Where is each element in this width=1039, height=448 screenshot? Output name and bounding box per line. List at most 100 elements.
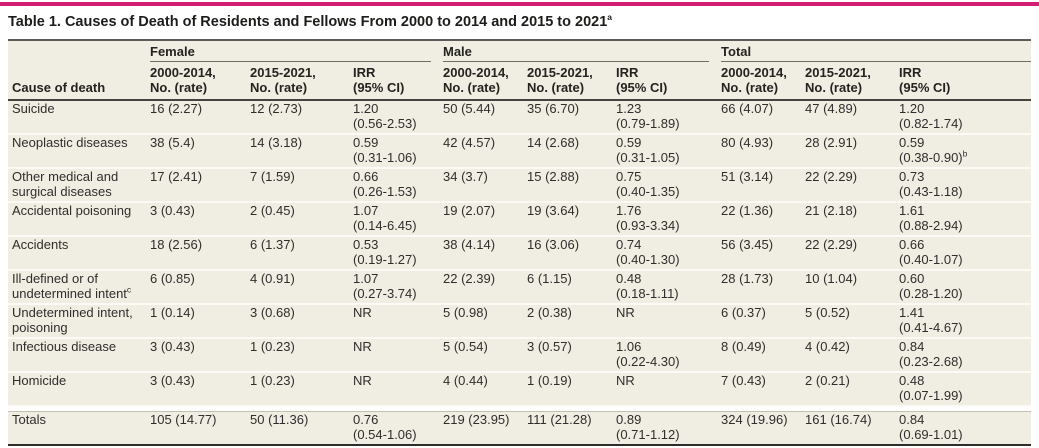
table-header: Female Male Total Cause of death 2000-20… — [8, 39, 1032, 101]
group-label-male: Male — [443, 44, 710, 62]
data-cell: 3 (0.57) — [527, 338, 616, 373]
data-cell: 22 (1.36) — [721, 202, 806, 237]
table-header-columns: Cause of death 2000-2014, No. (rate) 201… — [8, 62, 1032, 101]
data-cell: 42 (4.57) — [443, 134, 527, 169]
group-label-female: Female — [150, 44, 431, 62]
col-header-cause: Cause of death — [8, 62, 150, 101]
data-cell: 1.20 (0.56-2.53) — [353, 100, 443, 135]
data-cell: 0.60 (0.28-1.20) — [899, 270, 1032, 305]
data-cell: 8 (0.49) — [721, 338, 806, 373]
row-cause-label: Ill-defined or of undetermined intentc — [8, 270, 150, 305]
data-cell: 1 (0.14) — [150, 304, 250, 339]
data-cell: 14 (3.18) — [250, 134, 353, 169]
data-cell: NR — [353, 304, 443, 339]
group-label-total: Total — [721, 44, 1032, 62]
data-cell: 3 (0.68) — [250, 304, 353, 339]
data-cell: 105 (14.77) — [150, 411, 250, 446]
data-cell: 6 (0.85) — [150, 270, 250, 305]
data-cell: 1.61 (0.88-2.94) — [899, 202, 1032, 237]
table-row: Homicide 3 (0.43) 1 (0.23) NR 4 (0.44) 1 (0.1… — [8, 372, 1032, 407]
row-cause-label: Suicide — [8, 100, 150, 135]
col-header-male-2000-2014: 2000-2014, No. (rate) — [443, 62, 527, 101]
data-cell: 4 (0.91) — [250, 270, 353, 305]
data-cell: 17 (2.41) — [150, 168, 250, 203]
data-cell: 324 (19.96) — [721, 411, 806, 446]
table-header-groups: Female Male Total — [8, 39, 1032, 62]
data-cell: 6 (1.15) — [527, 270, 616, 305]
data-cell: 7 (1.59) — [250, 168, 353, 203]
group-header-spacer — [8, 39, 150, 62]
group-header-total: Total — [721, 39, 1032, 62]
row-cause-label: Homicide — [8, 372, 150, 407]
table-row: Accidents 18 (2.56) 6 (1.37) 0.53 (0.19-1.2… — [8, 236, 1032, 271]
col-header-total-2000-2014: 2000-2014, No. (rate) — [721, 62, 806, 101]
table-row: Undetermined intent, poisoning 1 (0.14) 3 … — [8, 304, 1032, 339]
data-cell: 19 (3.64) — [527, 202, 616, 237]
data-cell: 22 (2.29) — [805, 236, 900, 271]
totals-separator-cell — [8, 406, 1032, 412]
data-cell: 80 (4.93) — [721, 134, 806, 169]
data-cell: 0.66 (0.26-1.53) — [353, 168, 443, 203]
data-cell: 1.41 (0.41-4.67) — [899, 304, 1032, 339]
data-cell: 0.84 (0.69-1.01) — [899, 411, 1032, 446]
data-cell: 51 (3.14) — [721, 168, 806, 203]
data-cell: NR — [616, 372, 722, 407]
data-cell: 50 (5.44) — [443, 100, 527, 135]
data-cell: 0.84 (0.23-2.68) — [899, 338, 1032, 373]
data-cell: 6 (0.37) — [721, 304, 806, 339]
data-cell: 7 (0.43) — [721, 372, 806, 407]
col-header-female-2015-2021: 2015-2021, No. (rate) — [250, 62, 353, 101]
data-cell: 1 (0.23) — [250, 372, 353, 407]
data-cell: NR — [353, 372, 443, 407]
data-cell: 1.20 (0.82-1.74) — [899, 100, 1032, 135]
data-cell: 56 (3.45) — [721, 236, 806, 271]
table-row: Other medical and surgical diseases 17 (2… — [8, 168, 1032, 203]
data-cell: 0.76 (0.54-1.06) — [353, 411, 443, 446]
row-cause-label: Undetermined intent, poisoning — [8, 304, 150, 339]
data-cell: 6 (1.37) — [250, 236, 353, 271]
data-cell: 161 (16.74) — [805, 411, 900, 446]
data-cell: NR — [353, 338, 443, 373]
data-cell: 0.48 (0.07-1.99) — [899, 372, 1032, 407]
data-cell: 111 (21.28) — [527, 411, 616, 446]
totals-separator — [8, 406, 1032, 412]
row-cause-label: Neoplastic diseases — [8, 134, 150, 169]
data-cell: 47 (4.89) — [805, 100, 900, 135]
data-cell: 22 (2.39) — [443, 270, 527, 305]
data-cell: 4 (0.42) — [805, 338, 900, 373]
row-cause-label: Accidents — [8, 236, 150, 271]
data-cell: 19 (2.07) — [443, 202, 527, 237]
data-cell: 0.89 (0.71-1.12) — [616, 411, 722, 446]
data-cell: 38 (4.14) — [443, 236, 527, 271]
col-header-total-2015-2021: 2015-2021, No. (rate) — [805, 62, 900, 101]
totals-row: Totals 105 (14.77) 50 (11.36) 0.76 (0.54-1.… — [8, 411, 1032, 446]
data-cell: 1.07 (0.27-3.74) — [353, 270, 443, 305]
data-cell: 5 (0.54) — [443, 338, 527, 373]
data-cell: 35 (6.70) — [527, 100, 616, 135]
data-cell: 22 (2.29) — [805, 168, 900, 203]
data-cell: 1.06 (0.22-4.30) — [616, 338, 722, 373]
row-cause-label: Accidental poisoning — [8, 202, 150, 237]
row-cause-label: Infectious disease — [8, 338, 150, 373]
row-cause-label: Totals — [8, 411, 150, 446]
data-cell: 3 (0.43) — [150, 338, 250, 373]
col-header-male-2015-2021: 2015-2021, No. (rate) — [527, 62, 616, 101]
data-cell: 0.75 (0.40-1.35) — [616, 168, 722, 203]
data-cell: 0.73 (0.43-1.18) — [899, 168, 1032, 203]
table-title: Table 1. Causes of Death of Residents an… — [8, 12, 613, 30]
col-header-male-irr: IRR (95% CI) — [616, 62, 722, 101]
data-cell: 12 (2.73) — [250, 100, 353, 135]
table-body: Suicide 16 (2.27) 12 (2.73) 1.20 (0.56-2.53… — [8, 100, 1032, 446]
table-row: Accidental poisoning 3 (0.43) 2 (0.45) 1.07… — [8, 202, 1032, 237]
data-cell: 14 (2.68) — [527, 134, 616, 169]
data-cell: 10 (1.04) — [805, 270, 900, 305]
data-cell: 2 (0.45) — [250, 202, 353, 237]
data-cell: 66 (4.07) — [721, 100, 806, 135]
col-header-total-irr: IRR (95% CI) — [899, 62, 1032, 101]
data-cell: 18 (2.56) — [150, 236, 250, 271]
data-cell: 16 (2.27) — [150, 100, 250, 135]
data-cell: 2 (0.38) — [527, 304, 616, 339]
data-cell: 0.59 (0.31-1.06) — [353, 134, 443, 169]
data-cell: 4 (0.44) — [443, 372, 527, 407]
data-cell: 15 (2.88) — [527, 168, 616, 203]
